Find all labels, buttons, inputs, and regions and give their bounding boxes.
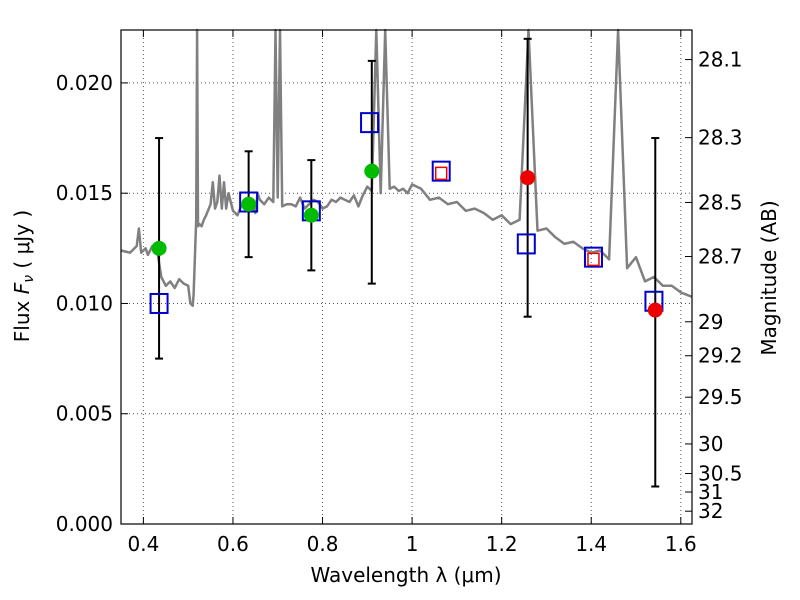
y2-tick-label: 30	[698, 432, 723, 456]
y2-axis-label: Magnitude (AB)	[757, 200, 781, 355]
x-tick-label: 0.6	[217, 532, 249, 556]
y-axis-label-symbol: F	[10, 282, 34, 294]
y2-tick-label: 28.7	[698, 244, 743, 268]
y2-tick-label: 29	[698, 310, 723, 334]
red-point	[647, 302, 663, 318]
y-tick-label: 0.000	[56, 512, 113, 536]
error-bars	[155, 37, 660, 488]
y-tick-label: 0.005	[56, 402, 113, 426]
y2-tick-label: 28.3	[698, 126, 743, 150]
green-point	[241, 196, 257, 212]
y-tick-labels: 0.000 0.005 0.010 0.015 0.020	[56, 71, 113, 536]
y2-tick-label: 29.5	[698, 385, 743, 409]
x-tick-label: 1.2	[486, 532, 518, 556]
x-tick-labels: 0.4 0.6 0.8 1 1.2 1.4 1.6	[127, 532, 696, 556]
red-point	[520, 170, 536, 186]
green-point	[303, 207, 319, 223]
model-square	[360, 112, 380, 134]
y-axis-label-units: ( μJy )	[10, 210, 34, 275]
y-tick-label: 0.020	[56, 71, 113, 95]
x-tick-label: 0.8	[307, 532, 339, 556]
sed-curve-layer	[120, 28, 693, 307]
y-axis-label-subscript: ν	[21, 275, 37, 283]
x-tick-label: 1.4	[575, 532, 607, 556]
y2-tick-label: 29.2	[698, 344, 743, 368]
sed-curve	[120, 28, 693, 307]
x-tick-label: 0.4	[127, 532, 159, 556]
y2-tick-label: 30.5	[698, 461, 743, 485]
grid-lines	[121, 30, 692, 525]
y-tick-label: 0.010	[56, 291, 113, 315]
green-point	[151, 240, 167, 256]
red-point-small	[434, 166, 448, 181]
plot-frame	[120, 29, 693, 525]
y2-tick-label: 31	[698, 480, 723, 504]
y-tick-label: 0.015	[56, 181, 113, 205]
y-axis-label-text: Flux	[10, 294, 34, 342]
y2-tick-label: 28.5	[698, 190, 743, 214]
model-square	[583, 246, 603, 268]
model-squares	[149, 112, 664, 314]
x-tick-label: 1.6	[665, 532, 697, 556]
green-point	[364, 163, 380, 179]
y2-tick-label: 28.1	[698, 48, 743, 72]
y-axis-label: Flux Fν ( μJy )	[10, 210, 37, 342]
x-axis-label: Wavelength λ (μm)	[310, 563, 501, 587]
measured-points	[151, 163, 663, 318]
axis-ticks	[121, 30, 692, 525]
red-point-small	[587, 252, 600, 267]
x-tick-label: 1	[406, 532, 419, 556]
y2-tick-label: 32	[698, 499, 723, 523]
model-square	[431, 160, 451, 182]
model-square	[149, 292, 169, 314]
model-square	[516, 233, 536, 255]
